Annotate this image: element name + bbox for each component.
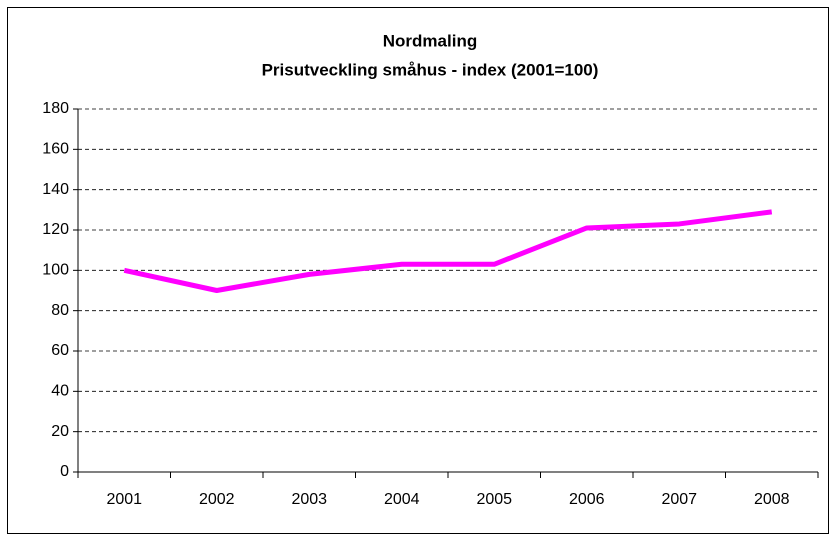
x-tick-label: 2003 [291,491,327,508]
x-tick-label: 2001 [106,491,142,508]
y-tick-label: 180 [42,100,69,117]
y-tick-label: 100 [42,262,69,279]
y-tick-label: 160 [42,141,69,158]
y-tick-label: 60 [51,342,69,359]
x-tick-label: 2005 [476,491,512,508]
y-tick-label: 0 [60,463,69,480]
y-tick-label: 80 [51,302,69,319]
x-tick-label: 2002 [199,491,235,508]
y-tick-label: 40 [51,383,69,400]
x-tick-label: 2008 [754,491,790,508]
chart-subtitle: Prisutveckling småhus - index (2001=100) [262,60,599,79]
y-tick-label: 20 [51,423,69,440]
series-line [123,209,773,293]
x-tick-label: 2004 [384,491,420,508]
x-tick-label: 2006 [569,491,605,508]
y-tick-label: 120 [42,221,69,238]
chart-title: Nordmaling [383,31,477,50]
x-tick-label: 2007 [661,491,697,508]
y-tick-label: 140 [42,181,69,198]
